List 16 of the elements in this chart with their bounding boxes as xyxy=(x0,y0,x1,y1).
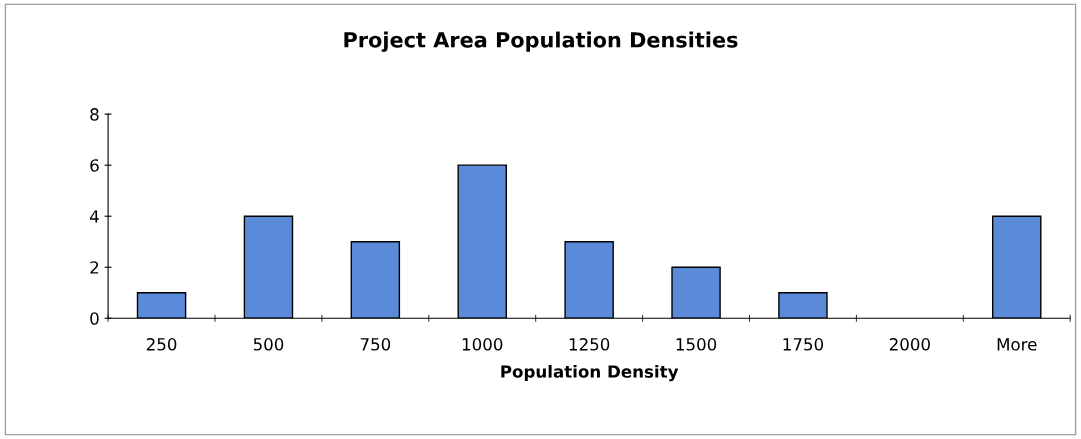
x-tick-label: 2000 xyxy=(889,338,930,351)
x-tick-label: More xyxy=(997,338,1037,351)
x-tick-label: 500 xyxy=(253,338,284,351)
x-tick-label: 750 xyxy=(360,338,391,351)
x-tick-label: 1750 xyxy=(783,338,824,351)
y-tick-label: 6 xyxy=(90,159,99,172)
x-tick-label: 1000 xyxy=(462,338,503,351)
y-tick-label: 0 xyxy=(90,312,99,325)
x-tick-label: 1500 xyxy=(676,338,717,351)
x-tick-label: 250 xyxy=(146,338,177,351)
y-tick-label: 2 xyxy=(90,261,99,274)
x-axis-title: Population Density xyxy=(501,364,679,382)
x-tick-label: 1250 xyxy=(569,338,610,351)
y-tick-label: 8 xyxy=(90,108,99,121)
chart-title: Project Area Population Densities xyxy=(344,31,738,52)
y-tick-label: 4 xyxy=(89,210,99,223)
